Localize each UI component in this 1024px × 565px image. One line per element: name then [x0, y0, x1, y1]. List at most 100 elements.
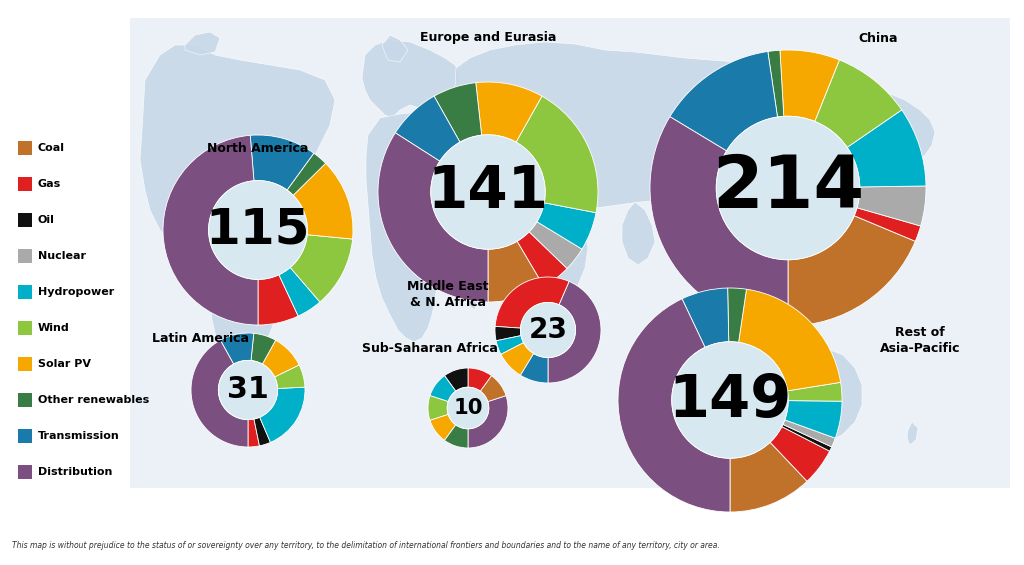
Wedge shape: [254, 417, 270, 446]
Wedge shape: [290, 234, 352, 302]
Wedge shape: [815, 60, 902, 147]
Bar: [18, 429, 32, 443]
Polygon shape: [210, 240, 280, 368]
Text: Europe and Eurasia: Europe and Eurasia: [420, 32, 556, 45]
Wedge shape: [430, 415, 456, 440]
Wedge shape: [529, 221, 582, 268]
Polygon shape: [468, 282, 478, 310]
Bar: [18, 213, 32, 227]
Text: Coal: Coal: [38, 143, 65, 153]
Text: Latin America: Latin America: [152, 332, 249, 345]
Text: Middle East
& N. Africa: Middle East & N. Africa: [408, 280, 488, 310]
Wedge shape: [496, 336, 523, 354]
Wedge shape: [248, 419, 259, 447]
Text: North America: North America: [207, 141, 308, 154]
Wedge shape: [516, 96, 598, 212]
Text: Transmission: Transmission: [38, 431, 120, 441]
Wedge shape: [274, 365, 305, 389]
Wedge shape: [768, 50, 783, 117]
Wedge shape: [279, 267, 319, 316]
Wedge shape: [468, 368, 492, 391]
Wedge shape: [444, 425, 468, 448]
Text: 141: 141: [427, 163, 549, 220]
Polygon shape: [362, 40, 460, 118]
Bar: [18, 357, 32, 371]
Wedge shape: [480, 376, 506, 402]
Bar: [18, 249, 32, 263]
Wedge shape: [496, 277, 569, 328]
Wedge shape: [787, 383, 842, 401]
Circle shape: [218, 360, 278, 420]
Wedge shape: [468, 396, 508, 448]
Text: Distribution: Distribution: [38, 467, 113, 477]
Text: China: China: [858, 32, 898, 45]
Polygon shape: [140, 45, 335, 248]
Text: 214: 214: [712, 153, 864, 224]
Wedge shape: [857, 186, 926, 226]
Circle shape: [672, 342, 788, 458]
Polygon shape: [907, 422, 918, 445]
Text: 149: 149: [669, 372, 792, 428]
Wedge shape: [430, 376, 456, 402]
Polygon shape: [545, 210, 588, 295]
Wedge shape: [780, 50, 840, 121]
Wedge shape: [250, 135, 313, 190]
Bar: [18, 141, 32, 155]
Wedge shape: [395, 96, 460, 161]
Text: Solar PV: Solar PV: [38, 359, 91, 369]
Circle shape: [520, 302, 575, 358]
Wedge shape: [476, 82, 542, 142]
Circle shape: [716, 116, 860, 260]
Polygon shape: [366, 112, 465, 342]
Wedge shape: [854, 208, 921, 241]
Wedge shape: [730, 442, 807, 512]
Text: This map is without prejudice to the status of or sovereignty over any territory: This map is without prejudice to the sta…: [12, 541, 720, 550]
Text: Wind: Wind: [38, 323, 70, 333]
Wedge shape: [537, 203, 596, 249]
Wedge shape: [738, 289, 841, 391]
Bar: [18, 465, 32, 479]
Wedge shape: [495, 327, 521, 341]
Wedge shape: [287, 153, 326, 195]
Wedge shape: [488, 241, 544, 302]
Text: 23: 23: [528, 316, 567, 344]
Wedge shape: [788, 216, 915, 326]
Polygon shape: [382, 35, 408, 62]
Wedge shape: [258, 275, 298, 325]
Wedge shape: [517, 232, 567, 286]
Circle shape: [431, 135, 545, 249]
Wedge shape: [728, 288, 746, 342]
Wedge shape: [444, 368, 468, 391]
Text: 31: 31: [227, 376, 269, 405]
Polygon shape: [622, 202, 655, 265]
Wedge shape: [428, 396, 449, 420]
Wedge shape: [784, 401, 842, 438]
Text: Oil: Oil: [38, 215, 55, 225]
Text: 10: 10: [454, 398, 482, 418]
Wedge shape: [378, 133, 488, 302]
Wedge shape: [670, 51, 777, 151]
Circle shape: [209, 181, 307, 280]
Wedge shape: [770, 427, 829, 481]
Wedge shape: [650, 117, 788, 326]
Wedge shape: [163, 136, 258, 325]
Wedge shape: [260, 387, 305, 442]
Text: 115: 115: [206, 206, 310, 254]
Text: Sub-Saharan Africa: Sub-Saharan Africa: [362, 341, 498, 354]
Text: Gas: Gas: [38, 179, 61, 189]
Wedge shape: [293, 163, 353, 239]
Wedge shape: [618, 299, 730, 512]
Wedge shape: [520, 354, 548, 383]
Wedge shape: [682, 288, 729, 347]
Wedge shape: [781, 424, 831, 451]
Wedge shape: [251, 333, 275, 364]
Bar: [18, 321, 32, 335]
Text: Other renewables: Other renewables: [38, 395, 150, 405]
Wedge shape: [847, 110, 926, 187]
Bar: [18, 393, 32, 407]
Circle shape: [447, 387, 488, 429]
Wedge shape: [783, 420, 836, 447]
Bar: [130, 18, 1010, 488]
Wedge shape: [262, 340, 299, 377]
Wedge shape: [434, 82, 481, 142]
